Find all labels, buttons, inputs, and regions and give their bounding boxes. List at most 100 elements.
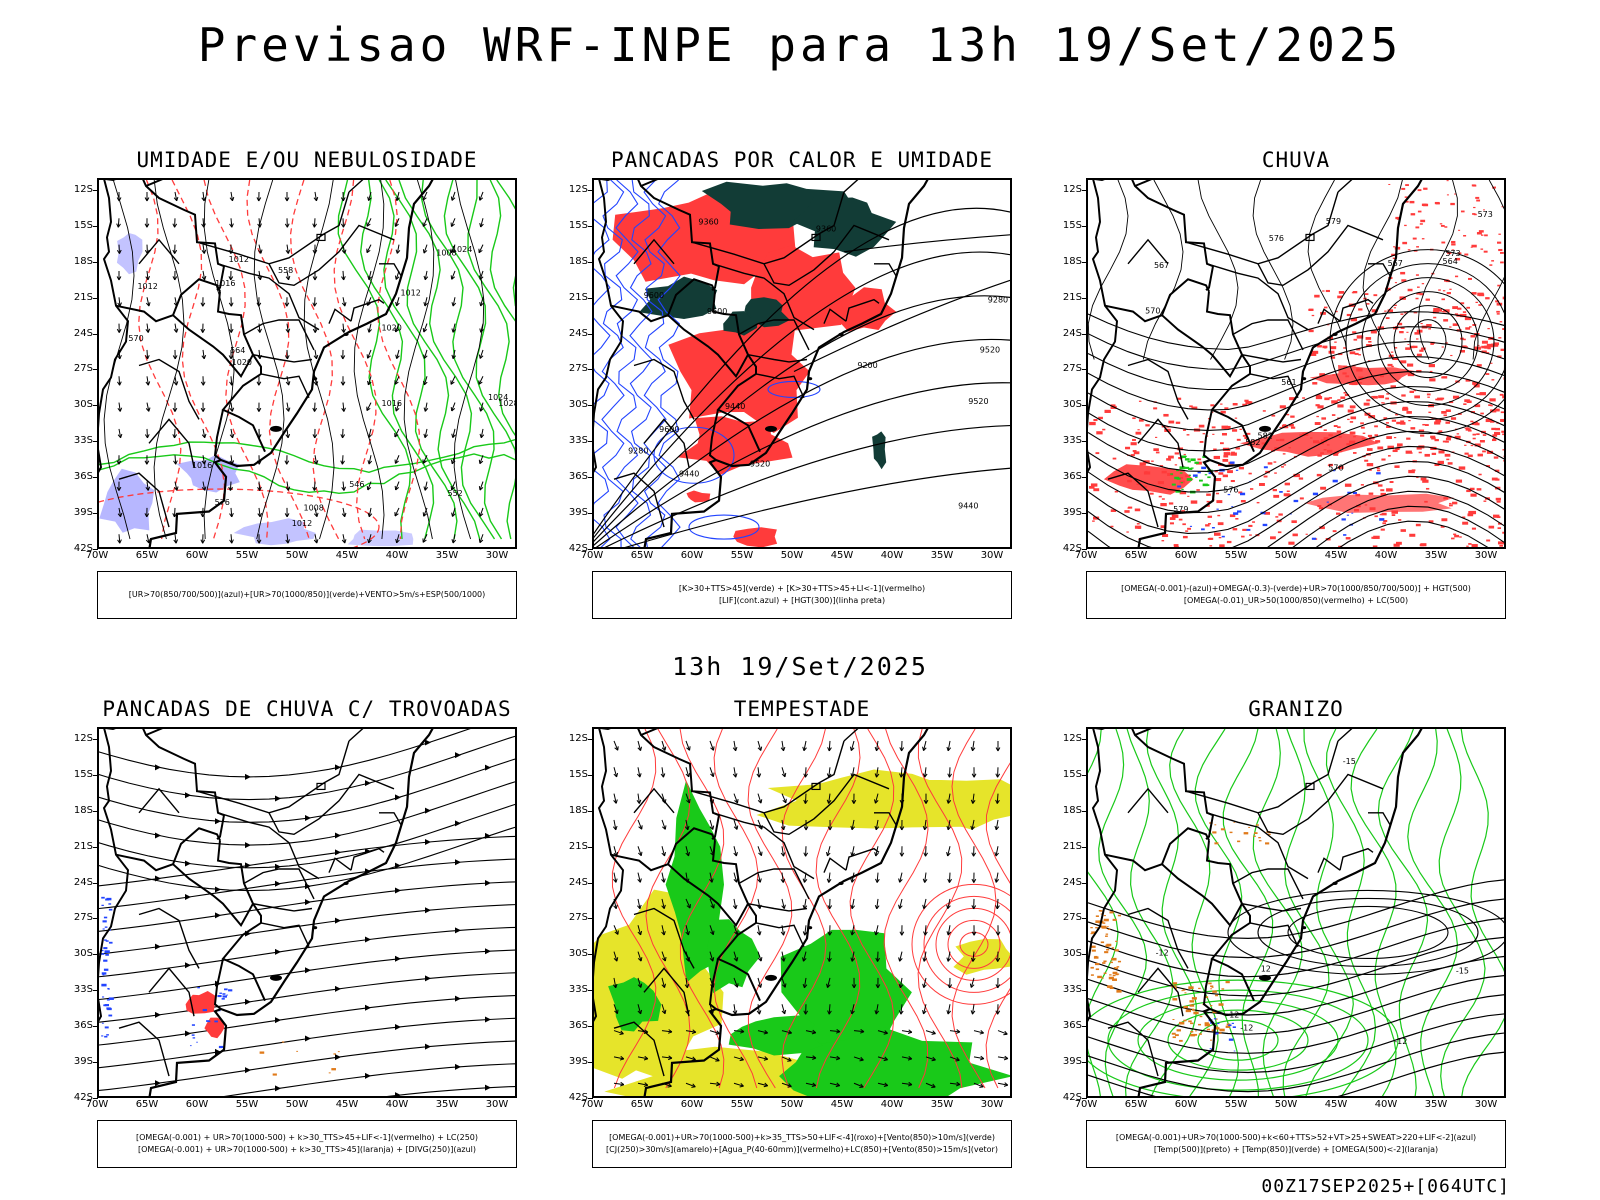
lon-tick-label: 65W [630, 1099, 654, 1110]
lon-tick-label: 70W [580, 550, 604, 561]
contour-label: 561 [1281, 378, 1296, 387]
contour-label: 567 [1388, 259, 1403, 268]
lat-tick [588, 774, 593, 776]
latitude-axis: 12S 15S 18S 21S 24S 27S 30S 33S 36S 39S 42S [1048, 178, 1087, 554]
contour-label: 567 [1154, 261, 1169, 270]
lat-tick-label: 27S [73, 912, 93, 924]
contour-label: 579 [1173, 505, 1188, 514]
contour-label: 9200 [857, 361, 877, 370]
contour-label: -12 [1156, 949, 1169, 958]
map-canvas [99, 729, 515, 1096]
lat-tick [93, 1098, 98, 1099]
contour-label: -15 [1456, 966, 1469, 975]
latitude-axis: 12S 15S 18S 21S 24S 27S 30S 33S 36S 39S 42S [59, 727, 98, 1103]
panel-title: PANCADAS POR CALOR E UMIDADE [610, 148, 993, 172]
lat-tick [93, 990, 98, 992]
longitude-axis: 70W 65W 60W 55W 50W 45W 40W 35W 30W [86, 549, 517, 565]
lon-tick-label: 45W [830, 550, 854, 561]
map-trovoadas [97, 727, 517, 1098]
lat-tick-label: 27S [1062, 912, 1082, 924]
lon-tick-label: 55W [1224, 550, 1248, 561]
lat-tick [1082, 261, 1087, 263]
lat-tick [1082, 954, 1087, 956]
lat-tick [1082, 738, 1087, 740]
lon-tick-label: 70W [1074, 550, 1098, 561]
legend-line: [UR>70(850/700/500)](azul)+[UR>70(1000/8… [128, 590, 486, 599]
lat-tick [93, 549, 98, 550]
lat-tick-label: 21S [568, 291, 588, 303]
lat-tick [1082, 405, 1087, 407]
contour-label: 546 [349, 480, 364, 489]
contour-label: 9600 [659, 425, 679, 434]
lon-tick-label: 70W [85, 1099, 109, 1110]
lon-tick-label: 45W [830, 1099, 854, 1110]
map-canvas: -12 -12 -12 -15 -15 12 12 [1088, 729, 1504, 1096]
lat-tick [93, 297, 98, 299]
lon-tick-label: 50W [285, 1099, 309, 1110]
lat-tick-label: 15S [568, 768, 588, 780]
lat-tick [1082, 810, 1087, 812]
legend-line: [K>30+TTS>45](verde) + [K>30+TTS>45+LI<-… [678, 584, 926, 593]
lat-tick [1082, 846, 1087, 848]
contour-label: 9440 [725, 402, 745, 411]
lat-tick [93, 882, 98, 884]
lon-tick-label: 40W [385, 550, 409, 561]
panel-title: TEMPESTADE [733, 697, 871, 721]
panel-legend: [OMEGA(-0.001)-(azul)+OMEGA(-0.3)-(verde… [1086, 571, 1506, 619]
lat-tick [1082, 477, 1087, 479]
lon-tick-label: 60W [185, 1099, 209, 1110]
contour-label: 576 [1223, 485, 1238, 494]
lat-tick-label: 24S [1062, 876, 1082, 888]
lon-tick-label: 60W [1174, 550, 1198, 561]
legend-line: [OMEGA(-0.001)+UR>70(1000-500)+k>35_TTS>… [609, 1133, 995, 1142]
lon-tick-label: 70W [85, 550, 109, 561]
lat-tick [588, 477, 593, 479]
lat-tick [588, 441, 593, 443]
lat-tick-label: 21S [73, 291, 93, 303]
contour-label: 573 [1445, 249, 1460, 258]
lat-tick-label: 36S [1062, 1020, 1082, 1032]
lat-tick-label: 30S [73, 399, 93, 411]
lat-tick-label: 30S [73, 948, 93, 960]
contour-label: 573 [1478, 210, 1493, 219]
legend-line: [OMEGA(-0.01)_UR>50(1000/850)(vermelho) … [1183, 596, 1409, 605]
contour-label: 1020 [381, 324, 401, 333]
lat-tick [1082, 918, 1087, 920]
lon-tick-label: 35W [1424, 550, 1448, 561]
contour-label: 570 [1145, 307, 1160, 316]
lon-tick-label: 30W [980, 1099, 1004, 1110]
lon-tick-label: 70W [580, 1099, 604, 1110]
lat-tick-label: 42S [73, 1092, 93, 1103]
map-granizo: -12 -12 -12 -15 -15 12 12 [1086, 727, 1506, 1098]
legend-line: [OMEGA(-0.001)-(azul)+OMEGA(-0.3)-(verde… [1121, 584, 1471, 593]
map-tempestade [592, 727, 1012, 1098]
lon-tick-label: 30W [1474, 1099, 1498, 1110]
lon-tick-label: 60W [680, 1099, 704, 1110]
lat-tick [93, 1026, 98, 1028]
contour-label: 9520 [980, 346, 1000, 355]
lat-tick [93, 261, 98, 263]
lon-tick-label: 65W [630, 550, 654, 561]
lat-tick [1082, 1026, 1087, 1028]
legend-line: [OMEGA(-0.001) + UR>70(1000-500) + k>30_… [135, 1133, 479, 1142]
lon-tick-label: 70W [1074, 1099, 1098, 1110]
lon-tick-label: 50W [780, 1099, 804, 1110]
panel-legend: [OMEGA(-0.001) + UR>70(1000-500) + k>30_… [97, 1120, 517, 1168]
contour-label: 9360 [698, 217, 718, 226]
lat-tick-label: 39S [1062, 507, 1082, 519]
lat-tick [93, 810, 98, 812]
lon-tick-label: 65W [135, 1099, 159, 1110]
contour-label: 579 [1326, 217, 1341, 226]
contour-label: 12 [1261, 964, 1271, 973]
lat-tick [588, 189, 593, 191]
lon-tick-label: 50W [1274, 1099, 1298, 1110]
lat-tick [588, 954, 593, 956]
lat-tick-label: 36S [73, 471, 93, 483]
lat-tick-label: 15S [1062, 768, 1082, 780]
lat-tick [588, 738, 593, 740]
panel-title: GRANIZO [1248, 697, 1344, 721]
lat-tick [1082, 333, 1087, 335]
latitude-axis: 12S 15S 18S 21S 24S 27S 30S 33S 36S 39S 42S [1048, 727, 1087, 1103]
lon-tick-label: 65W [1124, 550, 1148, 561]
lon-tick-label: 55W [730, 550, 754, 561]
